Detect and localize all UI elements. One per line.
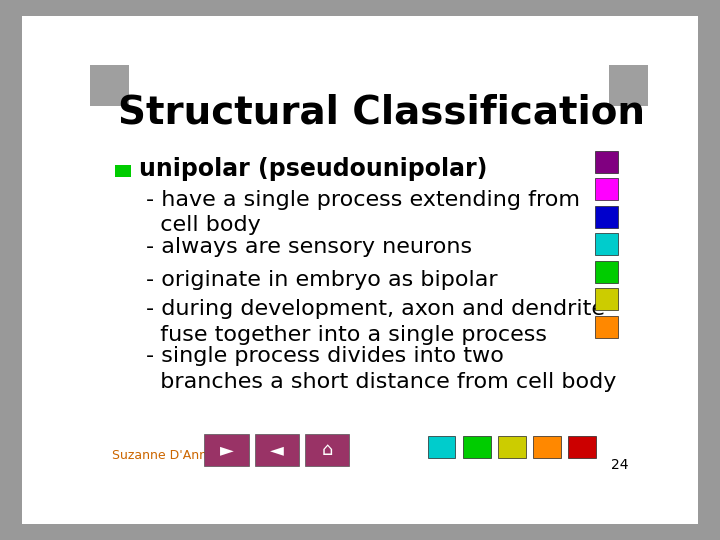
Text: - single process divides into two
  branches a short distance from cell body: - single process divides into two branch… — [145, 346, 616, 392]
FancyBboxPatch shape — [204, 434, 249, 466]
Text: 24: 24 — [611, 458, 629, 472]
FancyBboxPatch shape — [305, 434, 349, 466]
FancyBboxPatch shape — [595, 288, 618, 310]
FancyBboxPatch shape — [428, 436, 456, 458]
Text: - have a single process extending from
  cell body: - have a single process extending from c… — [145, 190, 580, 235]
FancyBboxPatch shape — [115, 165, 131, 177]
Text: - originate in embryo as bipolar: - originate in embryo as bipolar — [145, 270, 498, 290]
FancyBboxPatch shape — [533, 436, 561, 458]
FancyBboxPatch shape — [595, 178, 618, 200]
FancyBboxPatch shape — [498, 436, 526, 458]
Text: ►: ► — [220, 441, 234, 459]
FancyBboxPatch shape — [568, 436, 596, 458]
FancyBboxPatch shape — [595, 206, 618, 228]
FancyBboxPatch shape — [90, 65, 129, 106]
FancyBboxPatch shape — [255, 434, 300, 466]
Text: - during development, axon and dendrite
  fuse together into a single process: - during development, axon and dendrite … — [145, 299, 605, 345]
Text: Suzanne D'Anna: Suzanne D'Anna — [112, 449, 215, 462]
Text: ◄: ◄ — [270, 441, 284, 459]
FancyBboxPatch shape — [595, 315, 618, 338]
Text: - always are sensory neurons: - always are sensory neurons — [145, 237, 472, 257]
FancyBboxPatch shape — [595, 261, 618, 282]
FancyBboxPatch shape — [595, 151, 618, 173]
FancyBboxPatch shape — [463, 436, 490, 458]
Text: unipolar (pseudounipolar): unipolar (pseudounipolar) — [139, 157, 487, 181]
FancyBboxPatch shape — [595, 233, 618, 255]
FancyBboxPatch shape — [609, 65, 648, 106]
Text: ⌂: ⌂ — [321, 441, 333, 459]
Text: Structural Classification: Structural Classification — [118, 94, 645, 132]
